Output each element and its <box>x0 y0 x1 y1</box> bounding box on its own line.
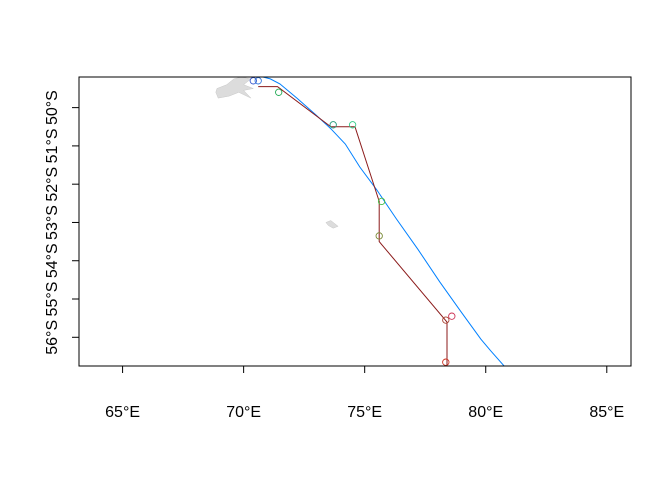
x-tick-label: 65°E <box>105 404 140 421</box>
track-marker <box>377 197 386 206</box>
x-tick-label: 80°E <box>468 404 503 421</box>
track-marker <box>275 88 283 96</box>
x-tick-label: 85°E <box>589 404 624 421</box>
track-line-1 <box>262 77 505 366</box>
y-tick-label: 50°S <box>44 90 61 125</box>
track-marker <box>348 121 357 129</box>
track-marker <box>249 77 257 85</box>
track-marker <box>442 316 450 324</box>
track-line-2 <box>258 86 448 366</box>
x-tick-label: 75°E <box>347 404 382 421</box>
island-heard <box>325 220 339 229</box>
island-kerguelen <box>215 77 255 99</box>
track-marker <box>375 232 383 240</box>
y-tick-label: 53°S <box>44 205 61 240</box>
x-axis: 65°E 70°E 75°E 80°E 85°E <box>105 366 624 421</box>
track-marker <box>442 358 450 366</box>
track-marker <box>329 121 337 129</box>
y-tick-label: 54°S <box>44 243 61 278</box>
markers-layer <box>249 77 456 366</box>
islands-layer <box>215 77 339 229</box>
y-tick-label: 55°S <box>44 282 61 317</box>
y-tick-label: 52°S <box>44 167 61 202</box>
y-tick-label: 51°S <box>44 128 61 163</box>
x-tick-label: 70°E <box>226 404 261 421</box>
plot-frame <box>78 76 632 367</box>
y-axis: 50°S 51°S 52°S 53°S 54°S 55°S 56°S <box>44 90 79 355</box>
track-marker <box>448 312 456 320</box>
track-lines-layer <box>258 77 505 366</box>
y-tick-label: 56°S <box>44 320 61 355</box>
track-marker <box>254 77 262 85</box>
